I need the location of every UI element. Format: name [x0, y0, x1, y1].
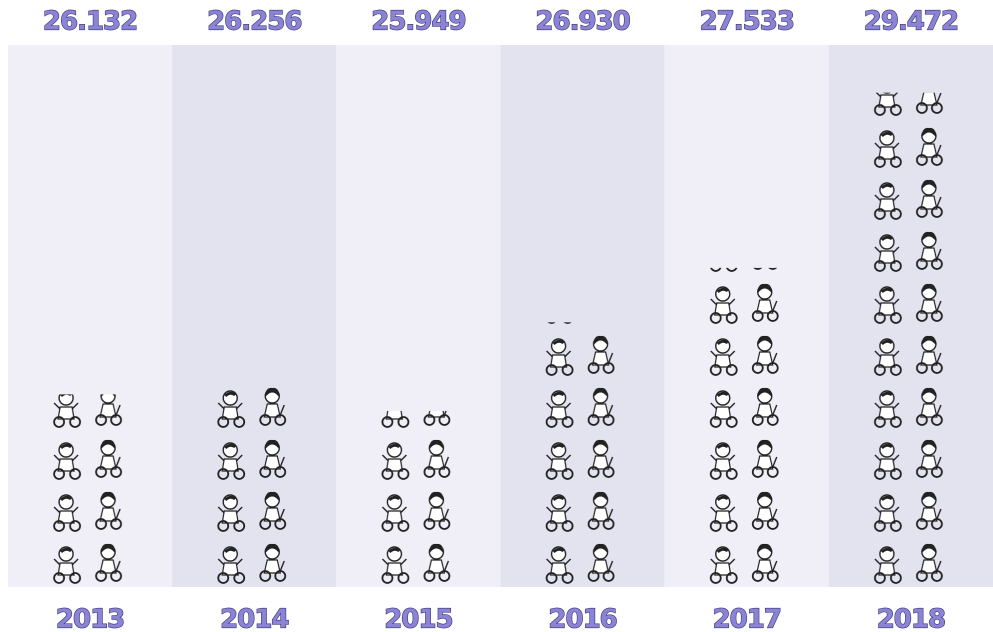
- value-label: 27.533: [700, 7, 794, 37]
- x-tick-label: 2014: [220, 605, 288, 632]
- icon-stack: [501, 322, 665, 587]
- x-tick-label: 2017: [713, 605, 781, 632]
- value-label: 26.256: [207, 7, 301, 37]
- icon-stack: [665, 268, 829, 587]
- chart: 26.132 2013 26.256 2014 25.949 2015 26.930 2016…: [0, 0, 993, 632]
- icon-stack: [336, 411, 500, 587]
- value-label: 25.949: [371, 7, 465, 37]
- value-label: 29.472: [864, 7, 958, 37]
- icon-stack: [8, 394, 172, 587]
- value-label: 26.930: [535, 7, 629, 37]
- icon-stack: [829, 93, 993, 587]
- value-label: 26.132: [43, 7, 137, 37]
- x-tick-label: 2015: [384, 605, 452, 632]
- x-tick-label: 2016: [548, 605, 616, 632]
- x-tick-label: 2013: [56, 605, 124, 632]
- icon-stack: [172, 383, 336, 587]
- x-tick-label: 2018: [877, 605, 945, 632]
